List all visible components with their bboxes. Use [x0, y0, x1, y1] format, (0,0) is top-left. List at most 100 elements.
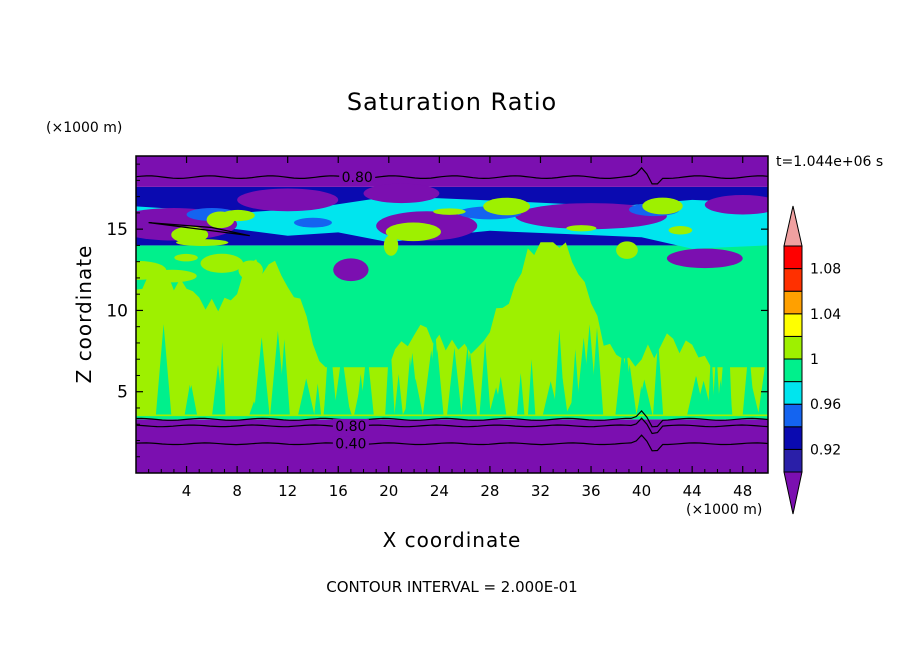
green-island — [550, 258, 570, 281]
x-tick-label: 48 — [733, 482, 752, 500]
moist-spike — [744, 384, 759, 415]
moist-spike — [155, 324, 172, 415]
green-island — [483, 197, 531, 216]
contour-line-lower-080 — [136, 417, 768, 435]
moist-spike — [517, 373, 525, 415]
moist-spike — [385, 332, 395, 415]
moist-spike — [615, 386, 624, 415]
moist-spike — [712, 349, 721, 415]
colorbar-label: 0.96 — [810, 397, 841, 413]
contour-interval-note: CONTOUR INTERVAL = 2.000E-01 — [326, 578, 578, 596]
moist-spike — [553, 329, 565, 415]
moist-spike — [461, 345, 474, 415]
moist-spike — [184, 384, 195, 415]
moist-spike — [249, 401, 259, 415]
contour-label-bg — [332, 418, 369, 432]
moist-spike — [528, 359, 536, 415]
moist-spike — [637, 385, 646, 415]
moist-spike — [394, 374, 403, 415]
contour-label-bg — [339, 170, 376, 184]
moist-spike — [360, 348, 374, 415]
green-island — [433, 208, 466, 215]
moist-spike — [570, 349, 580, 415]
contour-line-lower-boundary — [136, 409, 768, 428]
x-tick-label: 28 — [480, 482, 499, 500]
moist-spike — [405, 352, 419, 415]
moist-spike — [488, 395, 505, 415]
green-island — [668, 226, 693, 235]
moist-spike — [270, 330, 286, 415]
contour-loop — [148, 222, 250, 237]
dry-patch — [333, 258, 369, 282]
contour-line-lower-040 — [136, 434, 768, 452]
x-axis-unit: (×1000 m) — [686, 502, 763, 518]
x-tick-label: 32 — [531, 482, 550, 500]
moist-spike — [725, 325, 732, 415]
dry-patch — [237, 188, 339, 212]
dry-patch — [704, 195, 768, 215]
blue-patch — [294, 217, 332, 228]
moist-spike — [323, 341, 337, 415]
green-island — [383, 235, 399, 256]
x-tick-label: 36 — [581, 482, 600, 500]
x-tick-label: 16 — [329, 482, 348, 500]
x-tick-label: 40 — [632, 482, 651, 500]
colorbar-label: 1.08 — [810, 262, 841, 278]
y-tick-label: 15 — [106, 220, 128, 240]
green-island — [147, 269, 197, 283]
contour-label: 0.80 — [342, 170, 373, 186]
x-tick-label: 4 — [182, 482, 192, 500]
x-tick-label: 24 — [430, 482, 449, 500]
colorbar-segment — [783, 268, 803, 292]
colorbar: 0.92 0.96 1 1.04 1.08 — [783, 205, 841, 515]
contour-label: 0.40 — [335, 437, 366, 453]
band-3 — [136, 156, 768, 187]
x-tick-label: 12 — [278, 482, 297, 500]
y-tick-label: 10 — [106, 301, 128, 321]
x-axis-label: X coordinate — [382, 528, 522, 552]
green-island — [171, 226, 209, 244]
moist-spike — [758, 356, 768, 415]
contour-lines: 0.80 0.80 0.40 — [136, 166, 768, 453]
colorbar-label: 0.92 — [810, 442, 841, 458]
colorbar-segment — [783, 245, 803, 270]
colorbar-segment — [783, 313, 803, 337]
moist-spike — [479, 341, 491, 415]
green-island — [174, 253, 198, 262]
y-axis-unit: (×1000 m) — [46, 120, 123, 136]
x-axis-ticks: 4 8 12 16 20 24 28 32 36 40 44 48 — [148, 156, 756, 500]
green-island — [616, 241, 638, 259]
x-tick-label: 20 — [379, 482, 398, 500]
colorbar-segment — [783, 403, 803, 428]
green-island — [200, 253, 244, 273]
colorbar-segment — [783, 426, 803, 450]
band-0 — [136, 419, 768, 473]
time-label: t=1.044e+06 s — [776, 154, 884, 170]
contour-label: 0.80 — [335, 419, 366, 435]
moist-spike — [253, 337, 270, 415]
green-island — [385, 222, 441, 242]
y-tick-label: 5 — [117, 383, 128, 403]
moist-spike — [708, 344, 715, 415]
green-island — [566, 225, 597, 232]
colorbar-segment — [783, 448, 803, 473]
moist-spike — [431, 349, 444, 415]
colorbar-segment — [783, 290, 803, 315]
dry-patch — [666, 248, 743, 269]
dry-patch — [363, 183, 440, 204]
moist-spike — [314, 383, 322, 415]
contour-field — [136, 156, 768, 473]
moist-spike — [622, 364, 637, 415]
colorbar-label: 1.04 — [810, 307, 841, 323]
colorbar-segment — [783, 358, 803, 383]
dry-patch — [515, 203, 667, 230]
moist-spike — [212, 364, 224, 415]
colorbar-min-arrow — [783, 471, 803, 515]
moist-spike — [590, 327, 604, 415]
colorbar-segment — [783, 381, 803, 405]
x-tick-label: 8 — [232, 482, 242, 500]
moist-spike — [298, 378, 315, 415]
moist-spike — [692, 388, 701, 415]
colorbar-segment — [783, 335, 803, 360]
